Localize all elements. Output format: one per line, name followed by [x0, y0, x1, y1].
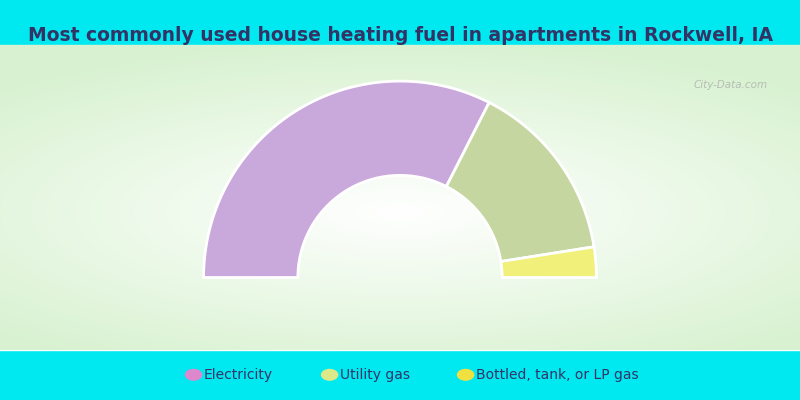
Polygon shape	[203, 81, 489, 278]
Text: Utility gas: Utility gas	[340, 368, 410, 382]
Text: Electricity: Electricity	[204, 368, 273, 382]
Polygon shape	[501, 247, 597, 278]
Text: Bottled, tank, or LP gas: Bottled, tank, or LP gas	[476, 368, 638, 382]
Polygon shape	[446, 102, 594, 262]
Text: City-Data.com: City-Data.com	[694, 80, 768, 90]
Text: Most commonly used house heating fuel in apartments in Rockwell, IA: Most commonly used house heating fuel in…	[27, 26, 773, 45]
